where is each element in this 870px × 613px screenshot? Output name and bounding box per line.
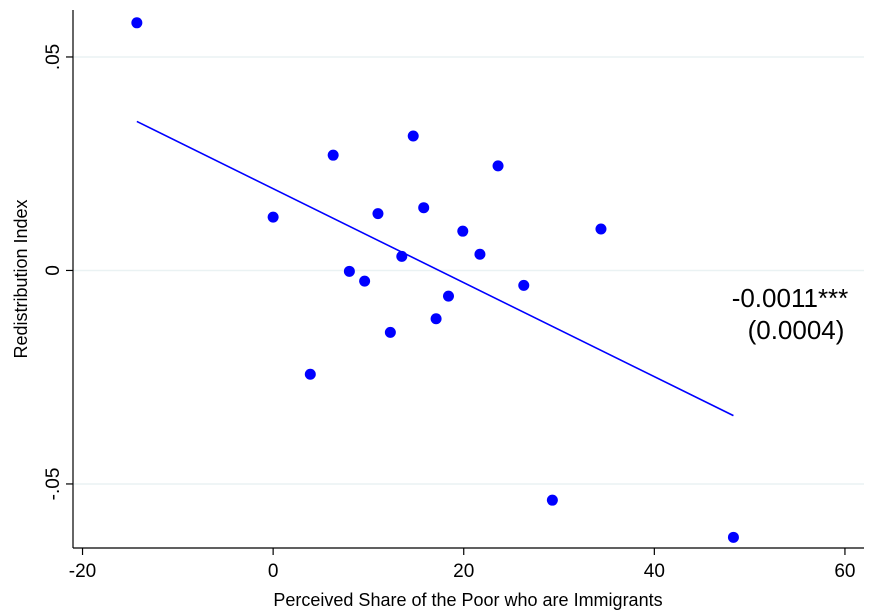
grid-lines [73, 56, 864, 485]
data-point [267, 211, 279, 223]
data-point [304, 368, 316, 380]
data-point [131, 17, 143, 29]
x-tick-label: 60 [834, 561, 855, 582]
data-point [442, 290, 454, 302]
data-point [727, 531, 739, 543]
y-tick-label: -.05 [43, 468, 64, 501]
y-tick-label: .05 [43, 44, 64, 70]
data-point [384, 326, 396, 338]
data-points [131, 17, 739, 543]
data-point [457, 225, 469, 237]
std-error-label: (0.0004) [748, 315, 845, 345]
coefficient-label: -0.0011*** [732, 283, 849, 313]
fit-line [136, 120, 734, 417]
x-axis-title: Perceived Share of the Poor who are Immi… [273, 590, 662, 610]
data-point [407, 130, 419, 142]
x-tick-label: 20 [453, 561, 474, 582]
regression-annotation: -0.0011*** (0.0004) [732, 283, 849, 345]
data-point [372, 208, 384, 220]
fit-line-layer [136, 120, 734, 417]
data-point [474, 248, 486, 260]
axes: -20 0 20 40 60 -.05 0 .05 [43, 10, 864, 582]
x-tick-label: 0 [268, 561, 279, 582]
data-point [343, 265, 355, 277]
data-point [327, 149, 339, 161]
data-point [518, 279, 530, 291]
data-point [430, 313, 442, 325]
y-axis-title: Redistribution Index [11, 199, 31, 358]
x-tick-label: 40 [644, 561, 665, 582]
data-point [396, 250, 408, 262]
data-point [359, 275, 371, 287]
x-tick-label: -20 [69, 561, 96, 582]
y-tick-label: 0 [43, 265, 64, 276]
data-point [418, 202, 430, 214]
data-point [595, 223, 607, 235]
data-point [546, 494, 558, 506]
data-point [492, 160, 504, 172]
